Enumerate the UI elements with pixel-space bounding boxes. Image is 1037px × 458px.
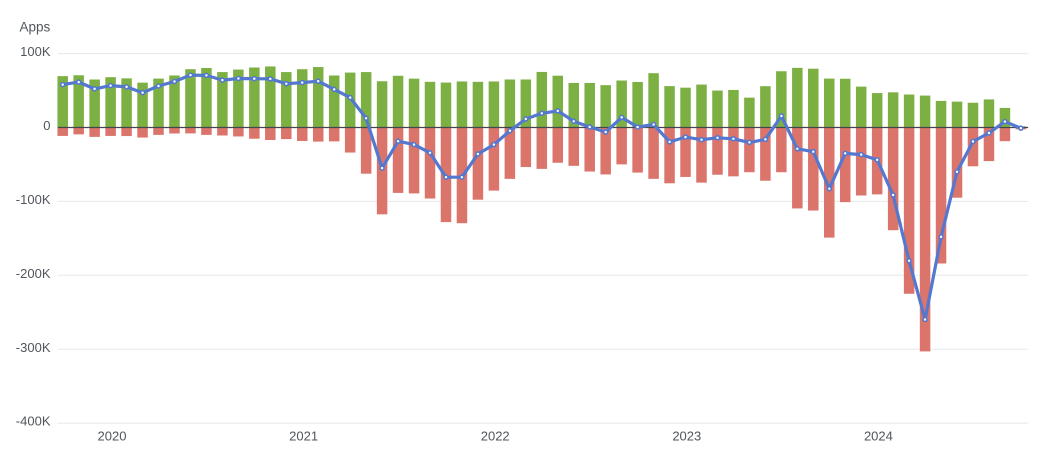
svg-text:2024: 2024 <box>864 429 893 444</box>
svg-text:2022: 2022 <box>481 429 510 444</box>
svg-text:-100K: -100K <box>16 192 51 207</box>
svg-text:-400K: -400K <box>16 414 51 429</box>
svg-text:Apps: Apps <box>20 20 51 35</box>
svg-text:2023: 2023 <box>672 429 701 444</box>
svg-text:100K: 100K <box>20 44 51 59</box>
svg-text:-300K: -300K <box>16 340 51 355</box>
svg-text:2020: 2020 <box>98 429 127 444</box>
svg-text:2021: 2021 <box>289 429 318 444</box>
svg-text:-200K: -200K <box>16 266 51 281</box>
svg-text:0: 0 <box>43 118 50 133</box>
